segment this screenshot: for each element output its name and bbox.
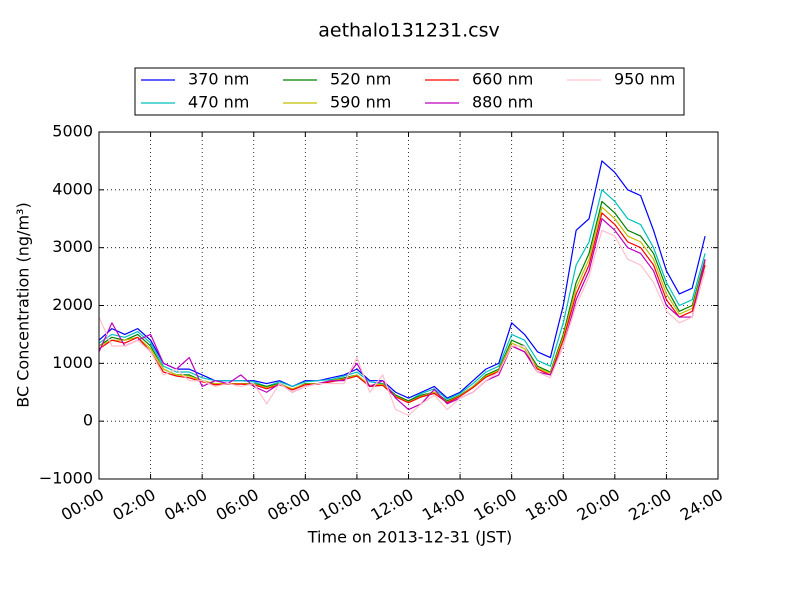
data-line [98,160,706,399]
y-tick-label: −1000 [39,469,93,488]
y-tick-label: 1000 [52,353,93,372]
data-line [98,218,706,411]
legend-label: 470 nm [188,93,249,112]
y-tick-label: 2000 [52,295,93,314]
data-line [98,229,706,416]
legend-label: 370 nm [188,70,249,89]
legend-box [134,67,685,116]
y-tick-label: 0 [83,411,93,430]
chart-title: aethalo131231.csv [318,20,500,42]
y-tick-label: 3000 [52,237,93,256]
y-axis-label: BC Concentration (ng/m³) [14,202,33,407]
legend-label: 520 nm [330,70,391,89]
y-tick-label: 4000 [52,179,93,198]
legend-label: 590 nm [330,93,391,112]
legend-label: 660 nm [472,70,533,89]
legend-label: 950 nm [614,70,675,89]
plot-frame [98,131,719,480]
legend-label: 880 nm [472,93,533,112]
y-tick-label: 5000 [52,122,93,141]
x-axis-label: Time on 2013-12-31 (JST) [307,528,512,547]
